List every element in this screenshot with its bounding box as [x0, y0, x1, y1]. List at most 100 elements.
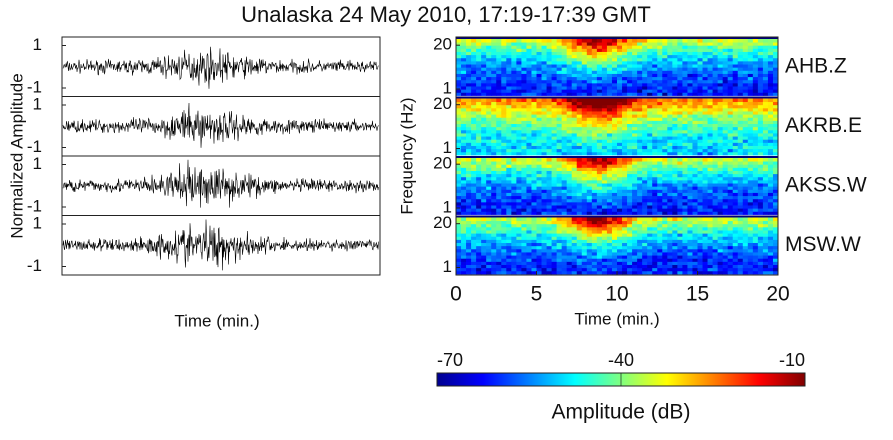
spectrogram-cell — [491, 45, 496, 49]
spectrogram-cell — [677, 208, 682, 212]
spectrogram-cell — [597, 196, 602, 200]
spectrogram-cell — [768, 108, 773, 112]
spectrogram-cell — [652, 48, 657, 52]
spectrogram-cell — [476, 58, 481, 62]
spectrogram-cell — [511, 74, 516, 78]
spectrogram-cell — [577, 74, 582, 78]
spectrogram-cell — [471, 136, 476, 140]
spectrogram-cell — [602, 227, 607, 231]
spectrogram-cell — [627, 152, 632, 156]
spectrogram-cell — [572, 45, 577, 49]
spectrogram-cell — [466, 149, 471, 153]
spectrogram-cell — [607, 120, 612, 124]
spectrogram-cell — [677, 158, 682, 162]
spectrogram-cell — [682, 152, 687, 156]
spectrogram-cell — [743, 233, 748, 237]
spectrogram-cell — [572, 224, 577, 228]
spectrogram-cell — [632, 246, 637, 250]
spectrogram-cell — [516, 230, 521, 234]
spectrogram-cell — [748, 89, 753, 93]
spectrogram-cell — [516, 271, 521, 275]
spectrogram-cell — [753, 61, 758, 65]
spectrogram-cell — [627, 114, 632, 118]
spectrogram-cell — [667, 120, 672, 124]
spectrogram-cell — [587, 249, 592, 253]
spectrogram-cell — [758, 199, 763, 203]
spectrogram-cell — [642, 120, 647, 124]
spectrogram-cell — [682, 158, 687, 162]
spectrogram-cell — [667, 105, 672, 109]
spectrogram-cell — [758, 224, 763, 228]
spectrogram-cell — [511, 239, 516, 243]
spectrogram-cell — [526, 52, 531, 56]
spectrogram-cell — [597, 227, 602, 231]
spectrogram-cell — [572, 174, 577, 178]
spectrogram-cell — [733, 142, 738, 146]
spectrogram-cell — [506, 52, 511, 56]
spectrogram-cell — [672, 205, 677, 209]
spectrogram-cell — [602, 261, 607, 265]
spectrogram-cell — [476, 174, 481, 178]
spectrogram-cell — [728, 230, 733, 234]
spectrogram-cell — [698, 42, 703, 46]
spectrogram-cell — [768, 199, 773, 203]
spectrogram-cell — [667, 249, 672, 253]
spectrogram-cell — [506, 243, 511, 247]
spectrogram-cell — [723, 221, 728, 225]
spectrogram-cell — [753, 45, 758, 49]
spectrogram-cell — [753, 105, 758, 109]
spectrogram-cell — [526, 152, 531, 156]
spectrogram-cell — [476, 196, 481, 200]
spectrogram-cell — [672, 258, 677, 262]
spectrogram-cell — [592, 136, 597, 140]
spectrogram-cell — [521, 193, 526, 197]
spectrogram-cell — [456, 80, 461, 84]
spectrogram-cell — [486, 236, 491, 240]
spectrogram-cell — [542, 189, 547, 193]
spectrogram-cell — [501, 177, 506, 181]
spectrogram-cell — [708, 124, 713, 128]
spectrogram-cell — [531, 58, 536, 62]
spectrogram-cell — [511, 249, 516, 253]
spectrogram-cell — [552, 164, 557, 168]
spectrogram-cell — [592, 61, 597, 65]
spectrogram-cell — [516, 174, 521, 178]
spectrogram-cell — [682, 252, 687, 256]
spectrogram-cell — [481, 246, 486, 250]
spectrogram-cell — [723, 265, 728, 269]
spectrogram-cell — [622, 86, 627, 90]
spectrogram-cell — [567, 218, 572, 222]
spectrogram-cell — [652, 127, 657, 131]
spectrogram-cell — [597, 177, 602, 181]
waveform-trace — [63, 160, 379, 208]
spectrogram-cell — [718, 67, 723, 71]
spectrogram-cell — [743, 167, 748, 171]
spectrogram-cell — [531, 124, 536, 128]
spectrogram-cell — [637, 61, 642, 65]
spectrogram-cell — [582, 227, 587, 231]
spectrogram-cell — [738, 120, 743, 124]
spectrogram-cell — [708, 218, 713, 222]
spectrogram-cell — [567, 74, 572, 78]
spectrogram-cell — [632, 183, 637, 187]
spectrogram-cell — [516, 89, 521, 93]
spectrogram-cell — [542, 111, 547, 115]
spectrogram-cell — [677, 177, 682, 181]
spectrogram-cell — [667, 261, 672, 265]
spectrogram-cell — [486, 114, 491, 118]
spectrogram-cell — [728, 58, 733, 62]
spectrogram-cell — [557, 208, 562, 212]
spectrogram-cell — [481, 230, 486, 234]
spectrogram-cell — [567, 92, 572, 96]
spectrogram-cell — [738, 77, 743, 81]
spectrogram-cell — [607, 193, 612, 197]
spectrogram-cell — [547, 136, 552, 140]
spectrogram-cell — [572, 205, 577, 209]
spectrogram-cell — [612, 158, 617, 162]
spectrogram-cell — [748, 208, 753, 212]
spectrogram-cell — [763, 80, 768, 84]
spectrogram-cell — [763, 48, 768, 52]
spectrogram-cell — [582, 124, 587, 128]
spectrogram-cell — [501, 39, 506, 43]
spectrogram-cell — [501, 114, 506, 118]
